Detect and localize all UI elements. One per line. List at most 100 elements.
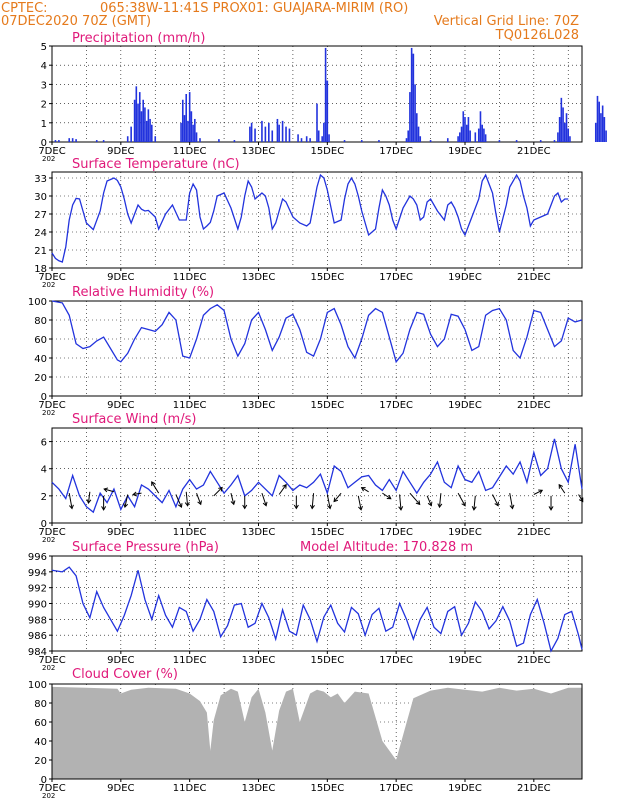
humidity-year-label: 202 <box>42 409 55 417</box>
wind-vector-arrow <box>471 495 477 511</box>
arrow-shaft <box>124 494 129 508</box>
wind-vector-arrow <box>492 494 499 507</box>
precipitation-bar <box>483 128 485 142</box>
precipitation-bar <box>130 126 132 142</box>
precipitation-bar <box>405 138 408 142</box>
precipitation-bar <box>321 136 323 142</box>
wind-vector-arrow <box>230 493 236 506</box>
arrow-head <box>494 501 499 507</box>
wind-vector-arrow <box>333 492 342 503</box>
temperature-ytick-label: 18 <box>34 264 47 275</box>
wind-vector-arrow <box>326 494 332 510</box>
precipitation-xtick-label: 7DEC <box>38 146 65 157</box>
precipitation-bar <box>144 107 146 142</box>
wind-title: Surface Wind (m/s) <box>72 412 196 427</box>
arrow-shaft <box>196 492 202 505</box>
arrow-shaft <box>399 494 402 510</box>
humidity-ytick-label: 0 <box>41 392 47 403</box>
precipitation-bar <box>323 122 325 142</box>
humidity-xtick-label: 15DEC <box>310 400 344 411</box>
precipitation-bar <box>409 92 411 142</box>
humidity-xtick-label: 19DEC <box>448 400 482 411</box>
humidity-frame <box>51 300 583 397</box>
precipitation-bar <box>417 126 420 142</box>
precipitation-bar <box>151 124 153 142</box>
precipitation-bar <box>268 122 270 142</box>
temperature-ytick-label: 21 <box>34 246 47 257</box>
wind-vector-arrow <box>357 495 363 511</box>
precipitation-bar <box>414 84 416 142</box>
arrow-head <box>548 506 554 511</box>
precipitation-xtick-label: 21DEC <box>517 146 551 157</box>
precipitation-bar <box>477 128 480 142</box>
precipitation-xtick-label: 17DEC <box>379 146 413 157</box>
arrow-shaft <box>382 492 392 500</box>
precipitation-bar <box>562 107 564 142</box>
humidity-panel: 0 20 40 60 80 100 7DEC 9DEC 11DEC 13DEC 15DEC 17DEC… <box>28 297 583 417</box>
header-location: 065:38W-11:41S PROX01: GUAJARA-MIRIM (RO… <box>100 1 408 16</box>
precipitation-bar <box>462 111 465 142</box>
precipitation-bar <box>360 140 363 142</box>
precipitation-bar <box>278 124 280 142</box>
precipitation-bar <box>297 134 299 142</box>
precipitation-xtick-label: 13DEC <box>242 146 276 157</box>
wind-vector-arrow <box>578 494 584 503</box>
precipitation-xtick-label: 11DEC <box>173 146 207 157</box>
arrow-shaft <box>533 489 543 495</box>
arrow-head <box>415 500 421 506</box>
precipitation-bar <box>479 111 482 142</box>
precipitation-bar <box>457 136 459 142</box>
precipitation-bar <box>190 111 193 142</box>
cloud-ytick-label: 60 <box>34 718 47 729</box>
precipitation-bar <box>316 103 318 142</box>
precipitation-bar <box>324 47 327 142</box>
wind-ytick-label: 4 <box>41 465 47 476</box>
arrow-shaft <box>473 495 476 510</box>
wind-vector-arrow <box>101 495 107 511</box>
cloud-xtick-label: 11DEC <box>173 783 207 794</box>
precipitation-bar <box>464 117 466 142</box>
cloud-xtick-label: 17DEC <box>379 783 413 794</box>
arrow-shaft <box>438 493 442 508</box>
precipitation-bar <box>416 113 418 142</box>
arrow-head <box>262 501 268 507</box>
precipitation-bar <box>419 136 422 142</box>
precipitation-bar <box>594 122 597 142</box>
header-code: TQ0126L028 <box>495 28 579 43</box>
pressure-altitude-note: Model Altitude: 170.828 m <box>300 540 473 555</box>
precipitation-bar <box>326 80 329 142</box>
wind-vector-arrow <box>509 493 515 510</box>
wind-vector-arrow <box>533 489 544 495</box>
precipitation-bar <box>288 128 291 142</box>
precipitation-bar <box>569 136 571 142</box>
wind-xtick-label: 21DEC <box>517 527 551 538</box>
precipitation-bar <box>142 99 145 142</box>
arrow-shaft <box>361 487 369 493</box>
precipitation-bar <box>407 130 410 142</box>
precipitation-bar <box>75 139 77 142</box>
humidity-xtick-label: 21DEC <box>517 400 551 411</box>
humidity-ytick-label: 80 <box>34 316 47 327</box>
precipitation-bar <box>140 111 143 142</box>
wind-frame <box>51 427 583 524</box>
wind-ytick-label: 0 <box>41 519 47 530</box>
pressure-series-line <box>51 566 583 653</box>
temperature-xtick-label: 15DEC <box>310 272 344 283</box>
arrow-shaft <box>509 493 514 509</box>
arrow-head <box>68 504 74 510</box>
precipitation-bar <box>410 47 413 142</box>
precipitation-xtick-label: 15DEC <box>310 146 344 157</box>
arrow-shaft <box>457 492 466 506</box>
precipitation-panel: 0 1 2 3 4 5 7DEC 9DEC 11DEC 13DEC 15DEC 17DEC 19DEC 2… <box>38 42 607 163</box>
precipitation-bar <box>249 126 251 142</box>
precipitation-bar <box>558 117 561 142</box>
temperature-ytick-label: 24 <box>34 228 47 239</box>
arrow-head <box>437 503 443 509</box>
wind-year-label: 202 <box>42 536 55 544</box>
precipitation-bar <box>271 130 274 142</box>
precipitation-bar <box>254 128 256 142</box>
precipitation-bar <box>264 126 267 142</box>
temperature-year-label: 202 <box>42 281 55 289</box>
temperature-xtick-label: 9DEC <box>107 272 134 283</box>
arrow-shaft <box>132 492 142 496</box>
